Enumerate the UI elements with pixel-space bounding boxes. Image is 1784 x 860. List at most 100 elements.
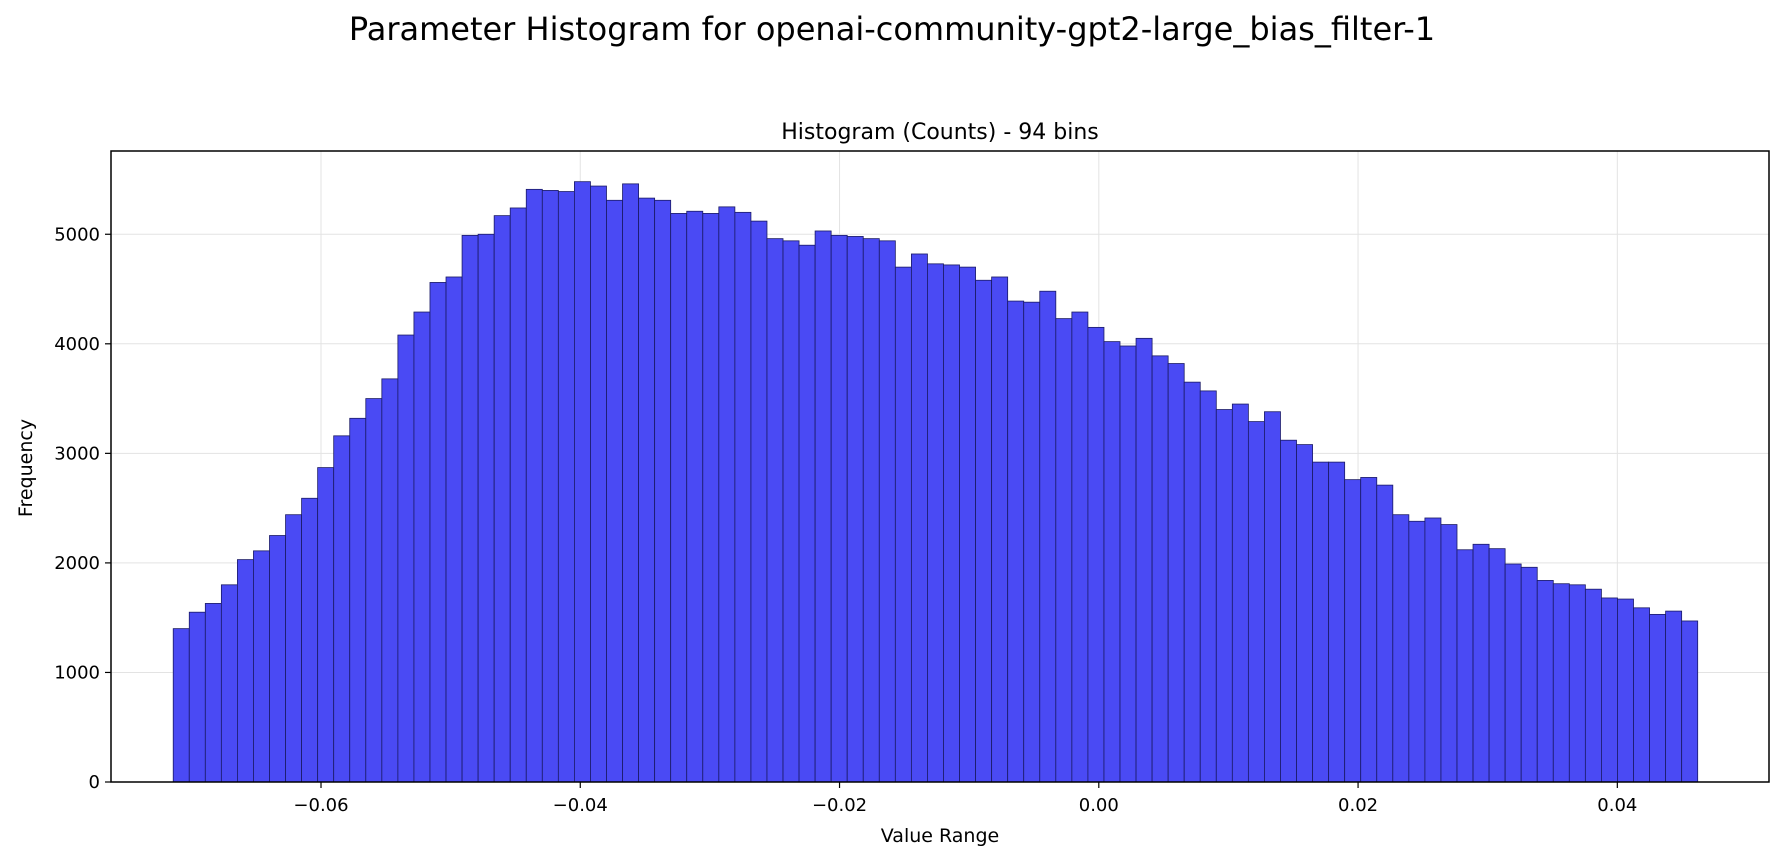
histogram-bar (590, 185, 607, 783)
histogram-bar (1087, 326, 1105, 783)
x-tick-label: −0.04 (553, 795, 608, 816)
histogram-bar (1055, 318, 1073, 783)
histogram-bar (734, 211, 752, 783)
histogram-bar (1408, 520, 1426, 783)
histogram-bar (1360, 477, 1378, 783)
histogram-bar (782, 240, 800, 783)
histogram-bar (670, 213, 688, 783)
histogram-bar (1103, 341, 1121, 783)
histogram-bar (1135, 337, 1153, 783)
bars (172, 181, 1699, 783)
histogram-bar (1247, 421, 1265, 783)
histogram-bar (333, 435, 351, 783)
histogram-bar (1633, 607, 1650, 783)
histogram-bar (301, 497, 319, 783)
histogram-bar (1119, 345, 1137, 783)
x-tick-label: 0.02 (1338, 795, 1378, 816)
histogram-bar (1520, 566, 1538, 783)
histogram-bar (927, 263, 944, 783)
histogram-bar (1472, 543, 1490, 783)
histogram-bar (429, 282, 447, 783)
x-tick-label: 0.00 (1079, 795, 1119, 816)
chart-title: Parameter Histogram for openai-community… (349, 10, 1435, 48)
axes-title: Histogram (Counts) - 94 bins (781, 120, 1098, 145)
histogram-bar (1183, 381, 1201, 783)
histogram-bar (1344, 479, 1362, 783)
histogram-bar (1007, 300, 1025, 783)
x-tick-label: −0.06 (293, 795, 348, 816)
histogram-bar (878, 240, 896, 783)
histogram-bar (1681, 620, 1699, 783)
histogram-bar (686, 210, 704, 783)
histogram-bar (622, 183, 639, 783)
y-tick-label: 2000 (54, 553, 100, 574)
histogram-bar (1488, 548, 1506, 783)
histogram-bar (1552, 583, 1570, 783)
histogram-bar (894, 266, 912, 783)
histogram-bar (1199, 390, 1217, 783)
histogram-bar (461, 234, 479, 783)
histogram-bar (285, 514, 303, 783)
y-tick-label: 3000 (54, 443, 100, 464)
histogram-bar (1231, 403, 1249, 783)
histogram-bar (1424, 517, 1442, 783)
histogram-bar (253, 550, 270, 783)
x-tick-label: 0.04 (1597, 795, 1637, 816)
histogram-bar (381, 378, 399, 783)
histogram-bar (830, 234, 848, 783)
histogram-bar (574, 181, 591, 783)
histogram-bar (1392, 514, 1410, 783)
histogram-bar (910, 253, 928, 783)
histogram-bar (445, 276, 463, 783)
histogram-bar (1215, 409, 1233, 783)
histogram-bar (541, 190, 559, 783)
histogram-bar (798, 244, 816, 783)
histogram-bar (1601, 597, 1618, 783)
histogram-bar (1151, 355, 1169, 783)
histogram-bar (172, 628, 190, 783)
histogram-bar (1167, 363, 1185, 783)
x-axis-ticks: −0.06 −0.04 −0.02 0.00 0.02 0.04 (293, 782, 1637, 816)
histogram-bar (846, 236, 864, 783)
histogram-bar (1568, 584, 1586, 783)
histogram-bar (397, 334, 415, 783)
histogram-bar (557, 191, 575, 783)
histogram-bar (718, 206, 736, 783)
histogram-bar (1456, 549, 1474, 783)
histogram-bar (349, 417, 367, 783)
histogram-bar (766, 238, 784, 783)
histogram-bar (638, 197, 656, 783)
histogram-bar (991, 276, 1009, 783)
plot-frame (110, 150, 1770, 783)
histogram-bar (1504, 563, 1522, 783)
histogram-bar (1440, 524, 1458, 783)
histogram-bar (220, 584, 238, 783)
histogram-bar (269, 535, 286, 783)
y-tick-label: 1000 (54, 662, 100, 683)
histogram-bar (750, 220, 768, 783)
histogram-bar (943, 264, 960, 783)
histogram-bar (1649, 613, 1667, 783)
histogram-bar (204, 603, 222, 783)
histogram-bar (477, 233, 495, 783)
histogram-bar (975, 279, 993, 783)
histogram-bar (1584, 588, 1602, 783)
histogram-bar (509, 207, 527, 783)
x-tick-label: −0.02 (812, 795, 867, 816)
histogram-bar (1312, 461, 1330, 783)
histogram-bar (862, 238, 880, 783)
histogram-bar (317, 467, 335, 783)
y-tick-label: 5000 (54, 224, 100, 245)
histogram-bar (1665, 610, 1683, 783)
histogram-bar (1280, 439, 1297, 783)
histogram-bar (1536, 580, 1554, 783)
histogram-bar (188, 611, 206, 783)
histogram-bar (654, 199, 672, 783)
histogram-bar (365, 398, 383, 783)
histogram-bar (237, 559, 254, 783)
y-axis-ticks: 0 1000 2000 3000 4000 5000 (54, 224, 111, 793)
histogram-bar (413, 311, 431, 783)
x-axis-label: Value Range (881, 825, 999, 847)
histogram-bar (1376, 484, 1394, 783)
histogram-bar (702, 213, 720, 783)
